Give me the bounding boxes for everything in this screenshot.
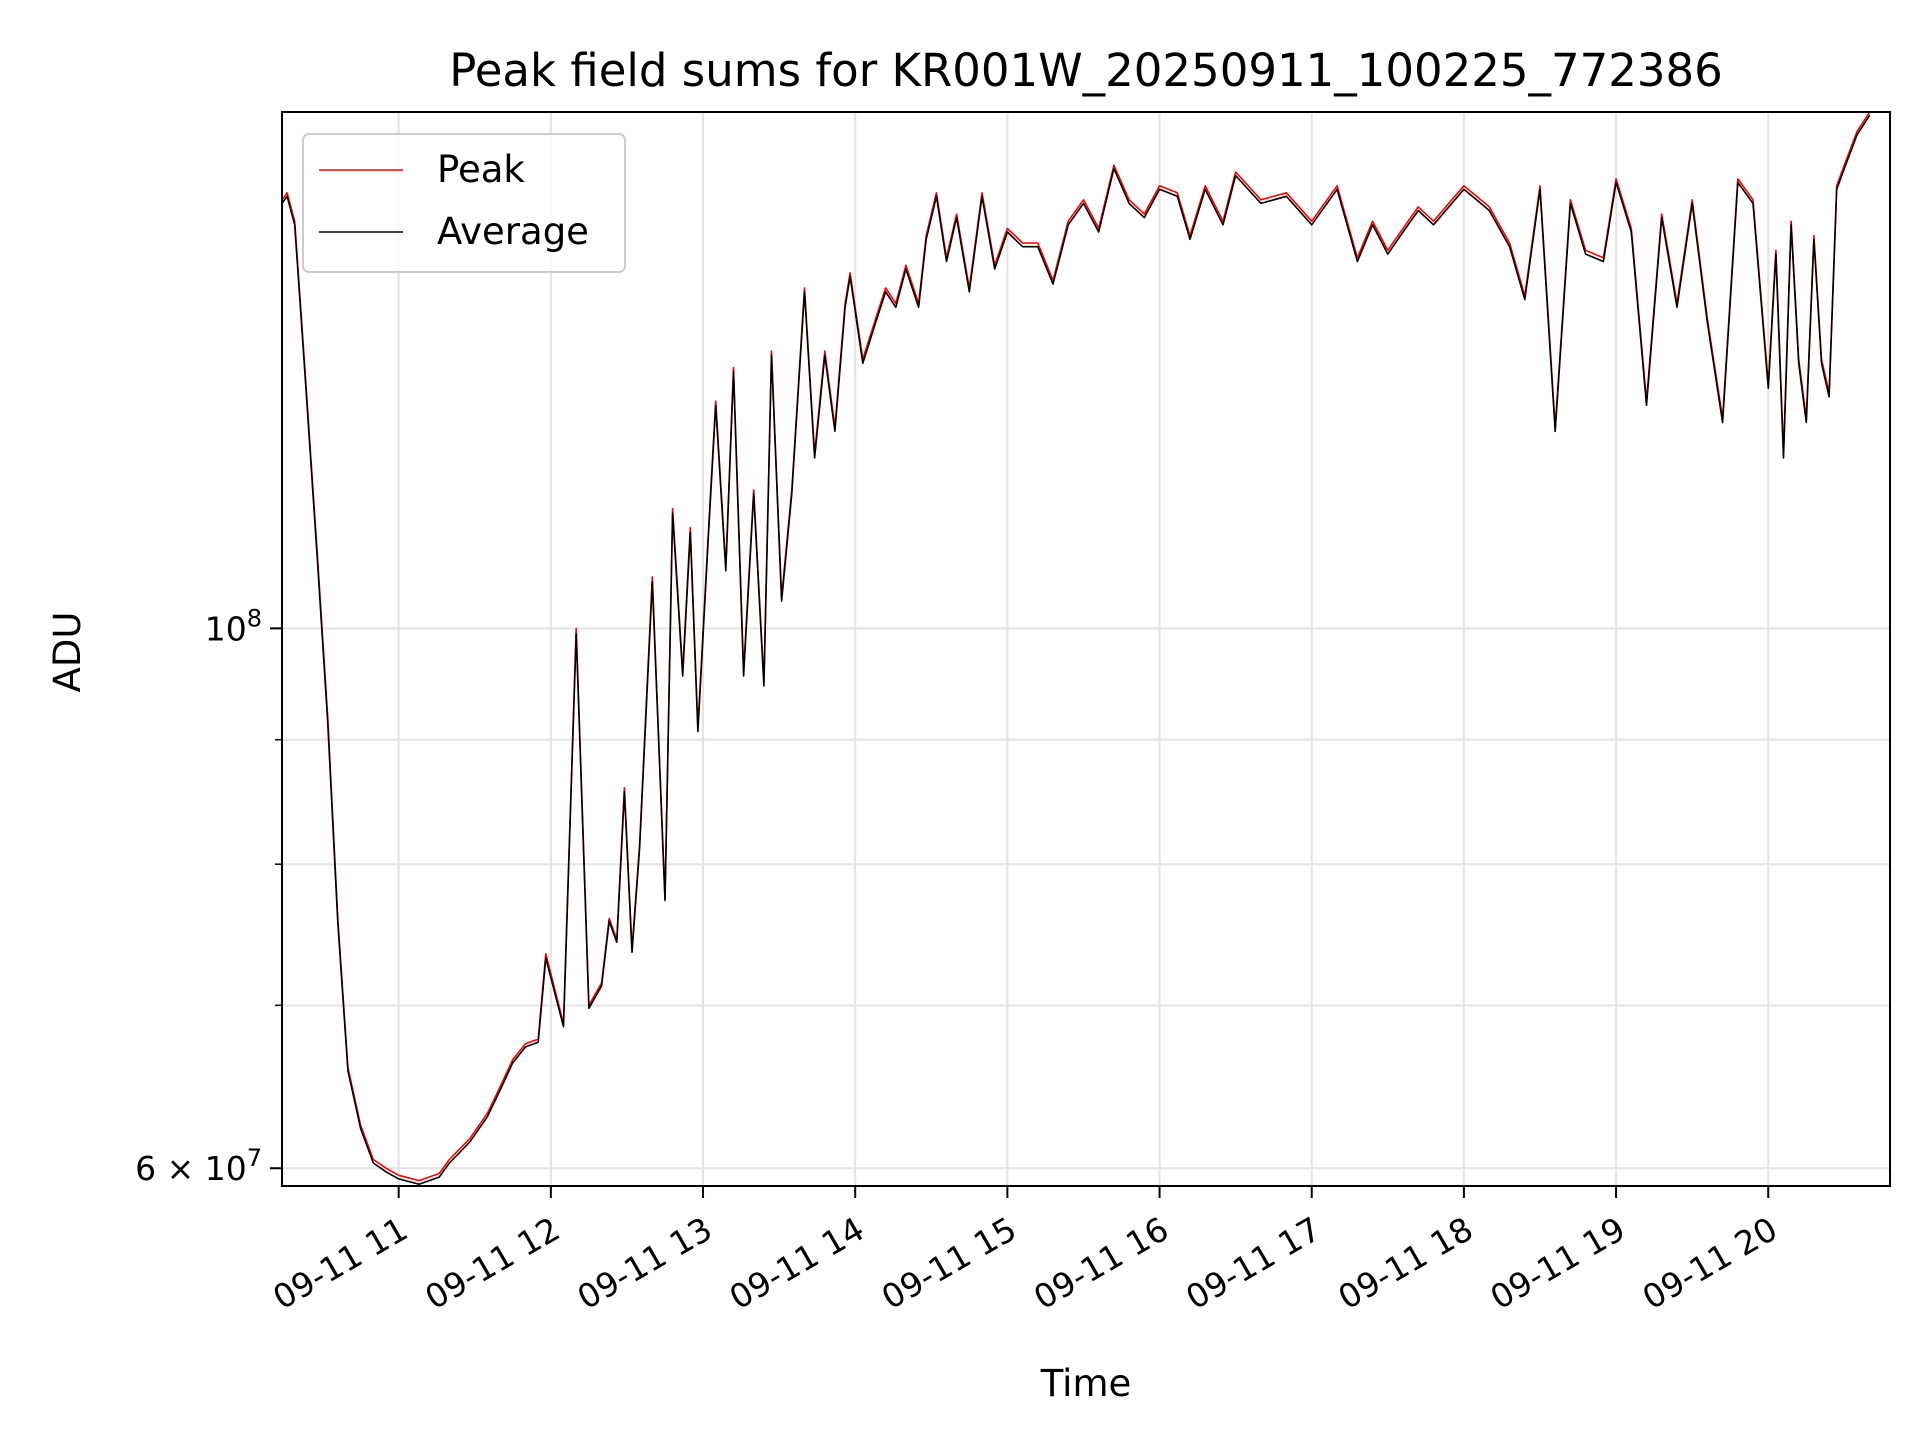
grid: [282, 112, 1890, 1186]
chart-title: Peak field sums for KR001W_20250911_1002…: [449, 44, 1723, 97]
y-tick-label: 6 × 107: [135, 1144, 262, 1188]
series-layer: [281, 111, 1871, 1185]
legend-average-label: Average: [437, 210, 589, 253]
series-line-average: [281, 114, 1871, 1185]
legend: Peak Average: [302, 133, 626, 273]
y-tick-label: 108: [205, 604, 262, 648]
plot-area: [282, 112, 1890, 1186]
plot-frame: [281, 111, 1891, 1187]
y-axis-label: ADU: [46, 612, 89, 693]
legend-peak-label: Peak: [437, 148, 525, 191]
y-axis: 6 × 107 108: [135, 604, 282, 1188]
x-axis-label: Time: [1040, 1362, 1132, 1405]
legend-box: [302, 133, 626, 273]
